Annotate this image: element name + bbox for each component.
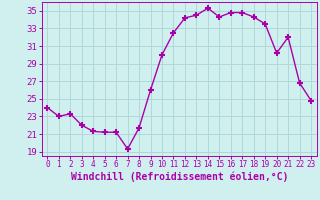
X-axis label: Windchill (Refroidissement éolien,°C): Windchill (Refroidissement éolien,°C) [70,172,288,182]
